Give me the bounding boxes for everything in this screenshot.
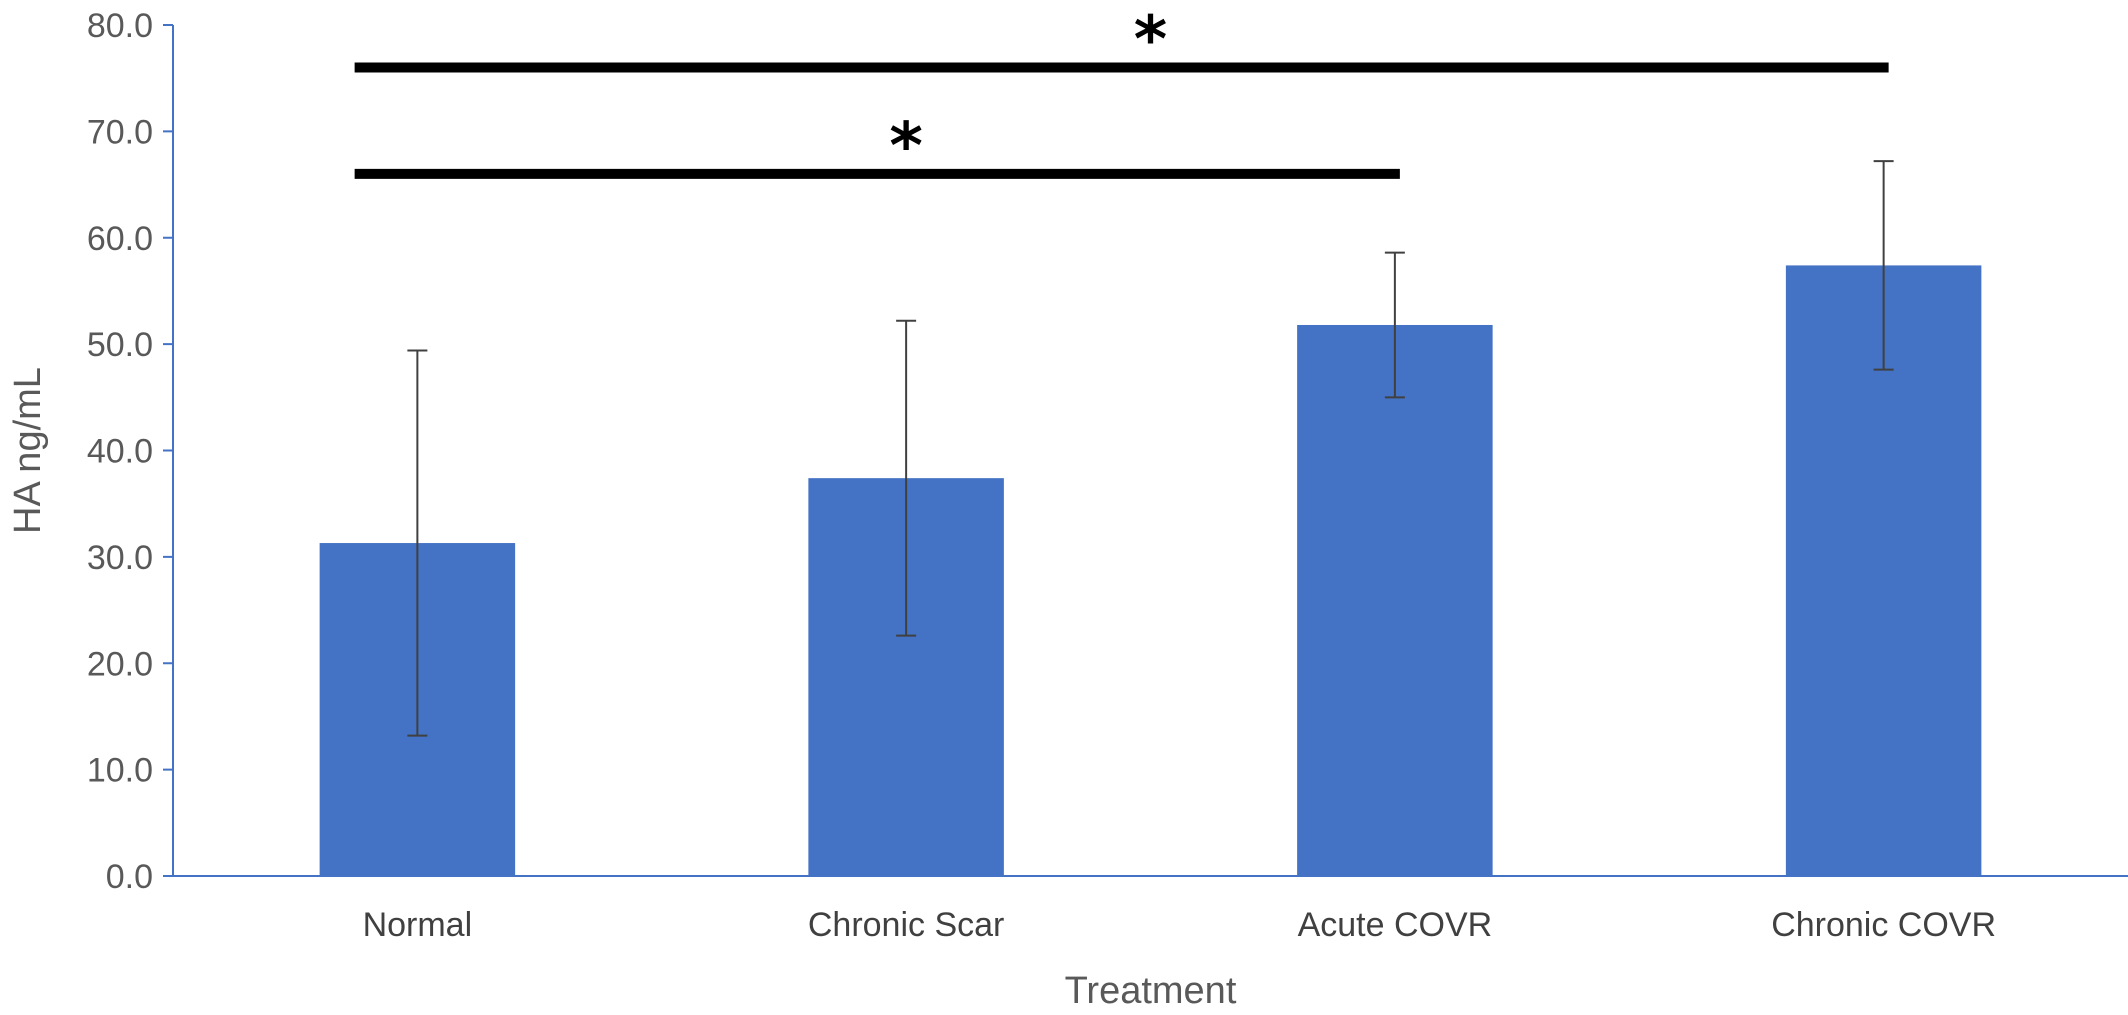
x-category-label: Normal — [363, 906, 473, 944]
x-axis-categories: Normal Chronic Scar Acute COVR Chronic COVR — [363, 906, 1996, 944]
y-tick-label: 80.0 — [87, 7, 153, 45]
y-tick-label: 30.0 — [87, 539, 153, 577]
error-bars — [407, 160, 1894, 737]
bar-acute-covr — [1297, 324, 1493, 876]
y-tick-label: 70.0 — [87, 113, 153, 151]
x-category-label: Chronic COVR — [1771, 906, 1996, 944]
x-category-label: Acute COVR — [1298, 906, 1493, 944]
y-tick-label: 20.0 — [87, 645, 153, 683]
y-axis-ticks: 0.0 10.0 20.0 30.0 40.0 50.0 60.0 70.0 80.0 — [87, 7, 173, 896]
x-category-label: Chronic Scar — [808, 906, 1005, 944]
y-axis-title: HA ng/mL — [7, 367, 49, 534]
x-axis-title: Treatment — [1065, 970, 1237, 1012]
significance-star: * — [1134, 4, 1167, 78]
y-tick-label: 0.0 — [106, 858, 153, 896]
y-tick-label: 60.0 — [87, 220, 153, 258]
significance-brackets: ** — [354, 4, 1889, 184]
y-tick-label: 40.0 — [87, 433, 153, 471]
bars — [319, 265, 1982, 877]
y-tick-label: 10.0 — [87, 752, 153, 790]
significance-star: * — [889, 110, 922, 184]
y-tick-label: 50.0 — [87, 326, 153, 364]
